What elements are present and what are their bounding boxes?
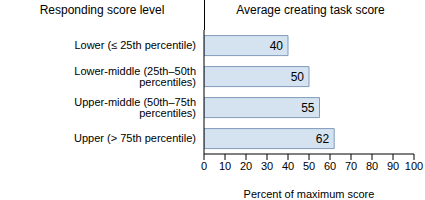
svg-text:10: 10 <box>219 160 231 172</box>
svg-text:55: 55 <box>301 101 315 115</box>
svg-text:Lower-middle (25th–50thpercent: Lower-middle (25th–50thpercentiles) <box>74 65 196 88</box>
html-text:Average creating task score: Average creating task score <box>236 3 385 17</box>
svg-text:70: 70 <box>345 160 357 172</box>
svg-text:90: 90 <box>387 160 399 172</box>
svg-text:50: 50 <box>303 160 315 172</box>
svg-text:80: 80 <box>366 160 378 172</box>
svg-text:50: 50 <box>291 70 305 84</box>
svg-text:Percent of maximum score: Percent of maximum score <box>244 188 375 200</box>
svg-text:30: 30 <box>261 160 273 172</box>
svg-text:Upper-middle (50th–75thpercent: Upper-middle (50th–75thpercentiles) <box>74 96 196 119</box>
svg-text:62: 62 <box>316 132 330 146</box>
svg-text:0: 0 <box>201 160 207 172</box>
html-text:Responding score level: Responding score level <box>39 3 165 17</box>
svg-text:100: 100 <box>405 160 417 172</box>
svg-text:Upper (> 75th percentile): Upper (> 75th percentile) <box>74 132 196 144</box>
svg-text:40: 40 <box>282 160 294 172</box>
svg-text:Lower (≤ 25th percentile): Lower (≤ 25th percentile) <box>74 39 196 51</box>
svg-text:20: 20 <box>240 160 252 172</box>
svg-text:60: 60 <box>324 160 336 172</box>
svg-text:40: 40 <box>270 39 284 53</box>
